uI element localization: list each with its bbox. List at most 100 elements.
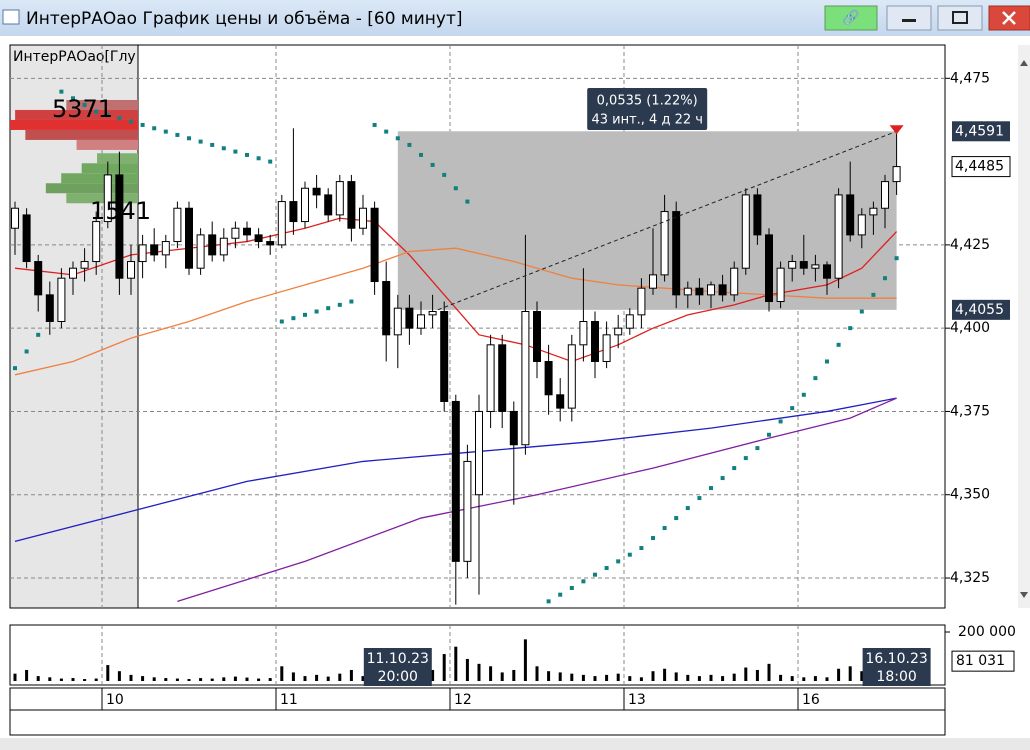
profile-bar: [10, 119, 138, 130]
volume-bar: [663, 668, 667, 681]
sar-dot: [245, 152, 249, 157]
y-tick-label: 4,475: [950, 70, 990, 86]
y-tick-label: 4,325: [950, 570, 990, 586]
volume-bar: [860, 671, 864, 681]
volume-bar: [326, 676, 330, 681]
candle-body: [544, 360, 553, 396]
volume-bar: [802, 677, 806, 681]
candle-body: [440, 311, 449, 402]
candle-body: [730, 267, 739, 296]
volume-bar: [767, 663, 771, 681]
volume-bar: [245, 677, 249, 681]
volume-bar: [233, 676, 237, 681]
sar-dot: [13, 366, 17, 371]
link-button[interactable]: [824, 5, 878, 31]
volume-panel: [9, 624, 946, 686]
maximize-button[interactable]: [937, 5, 983, 31]
candle-body: [765, 234, 773, 303]
volume-bar: [152, 677, 156, 681]
last-price-marker: [951, 156, 1011, 178]
sar-dot: [883, 276, 887, 281]
candle-body: [834, 194, 843, 279]
sar-dot: [639, 546, 644, 551]
volume-bar: [837, 668, 841, 681]
volume-bar: [303, 676, 307, 681]
sar-dot: [662, 526, 667, 531]
sar-dot: [558, 592, 563, 597]
volume-bar: [361, 676, 365, 681]
candle-body: [34, 261, 43, 296]
candle-body: [150, 244, 159, 256]
sar-dot: [894, 256, 899, 261]
volume-bar: [732, 673, 736, 681]
candle-body: [869, 207, 878, 216]
candle-body: [347, 181, 356, 229]
candle-body: [614, 327, 623, 336]
sar-dot: [453, 186, 458, 191]
sar-dot: [813, 376, 818, 381]
cursor-label-box: [363, 648, 432, 686]
sar-dot: [442, 172, 447, 177]
sar-dot: [859, 309, 864, 314]
candle-body: [138, 244, 147, 263]
sar-dot: [303, 312, 307, 317]
volume-bar: [570, 673, 574, 681]
sar-dot: [627, 552, 632, 557]
profile-bar: [15, 109, 138, 120]
volume-bar: [71, 678, 75, 681]
volume-bar: [593, 676, 597, 681]
sar-dot: [94, 109, 99, 114]
y-tick-label: 4,400: [950, 320, 990, 336]
vertical-scrollbar[interactable]: [1018, 45, 1030, 608]
sar-dot: [697, 496, 702, 501]
candle-body: [428, 311, 437, 316]
sar-dot: [395, 136, 400, 141]
volume-bar: [291, 672, 295, 681]
candle-body: [451, 400, 460, 562]
sar-dot: [755, 446, 760, 451]
candle-body: [359, 207, 367, 229]
day-label: 11: [280, 692, 298, 708]
volume-bar: [465, 658, 469, 681]
candle-body: [382, 281, 391, 336]
price-marker-label: 4,4055: [955, 302, 1004, 318]
volume-bar: [164, 678, 168, 681]
candle-body: [660, 211, 669, 276]
volume-bar: [686, 674, 690, 681]
candle-body: [161, 241, 170, 256]
sar-dot: [593, 572, 597, 577]
profile-label: 1541: [90, 197, 151, 225]
volume-bar: [697, 676, 701, 681]
candle-body: [649, 274, 657, 289]
volume-bar: [187, 679, 191, 681]
sar-dot: [279, 319, 284, 324]
sar-dot: [465, 199, 470, 204]
candle-body: [417, 314, 425, 329]
profile-bar: [61, 173, 139, 184]
minimize-button[interactable]: [886, 5, 932, 31]
candle-body: [254, 234, 263, 243]
sar-dot: [233, 149, 238, 154]
horizontal-scrollbar[interactable]: [0, 738, 1030, 750]
candle-body: [591, 321, 599, 362]
sar-dot: [152, 126, 157, 131]
sar-dot: [268, 159, 273, 164]
candle-body: [799, 261, 808, 269]
candle-body: [463, 460, 472, 562]
candle-body: [127, 261, 135, 279]
sar-dot: [221, 146, 226, 151]
profile-bar: [45, 183, 139, 194]
change-bubble: [587, 88, 708, 130]
volume-bar: [36, 676, 40, 681]
sar-dot: [372, 122, 377, 127]
volume-bar: [117, 671, 121, 681]
volume-bar: [48, 677, 52, 681]
candle-body: [602, 334, 611, 362]
sar-dot: [720, 476, 725, 481]
duration-label: 43 инт., 4 д 22 ч: [591, 113, 702, 128]
profile-bar: [81, 163, 138, 174]
candle-body: [103, 174, 112, 223]
candle-body: [11, 207, 19, 229]
empty-row: [9, 709, 946, 736]
